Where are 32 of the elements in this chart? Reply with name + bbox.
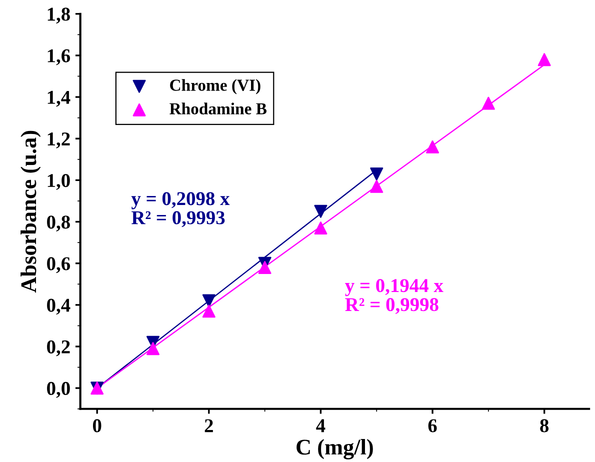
- point: [202, 294, 216, 308]
- y-tick-label: 0,6: [47, 257, 70, 274]
- x-tick-label: 4: [316, 419, 326, 432]
- y-tick-label: 0,0: [47, 382, 70, 398]
- x-tick-label: 2: [204, 419, 213, 432]
- annotation: y = 0,1944 x R² = 0,9998: [345, 279, 444, 314]
- point: [538, 53, 551, 66]
- y-tick-label: 0,2: [47, 340, 70, 356]
- point: [482, 96, 495, 110]
- y-tick-label: 0,8: [47, 216, 70, 232]
- annotation: y = 0,2098 x R² = 0,9993: [131, 192, 230, 228]
- y-tick-label: 1,6: [48, 49, 70, 66]
- point: [146, 342, 160, 356]
- y-tick-label: 1,8: [48, 8, 70, 24]
- point: [314, 221, 328, 234]
- x-tick-label: 8: [540, 419, 549, 432]
- point: [202, 304, 216, 318]
- point: [426, 140, 440, 154]
- y-tick-label: 0,4: [47, 298, 70, 315]
- legend-label: Rhodamine B: [170, 102, 267, 114]
- x-tick-label: 6: [428, 419, 437, 432]
- y-tick-label: 1,4: [48, 90, 70, 107]
- point: [258, 260, 272, 274]
- y-tick-label: 1,2: [48, 132, 70, 148]
- x-tick-label: 0: [92, 419, 102, 432]
- y-axis-title: Absorbance (u.a): [20, 130, 41, 293]
- point: [370, 180, 384, 193]
- x-axis-title: C (mg/l): [296, 439, 373, 460]
- point: [314, 204, 328, 218]
- legend-label: Chrome (VI): [170, 79, 260, 94]
- point: [370, 167, 384, 180]
- y-tick-label: 1,0: [48, 174, 70, 190]
